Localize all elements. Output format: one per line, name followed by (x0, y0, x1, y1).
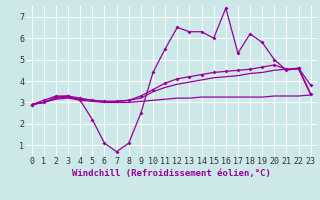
X-axis label: Windchill (Refroidissement éolien,°C): Windchill (Refroidissement éolien,°C) (72, 169, 271, 178)
